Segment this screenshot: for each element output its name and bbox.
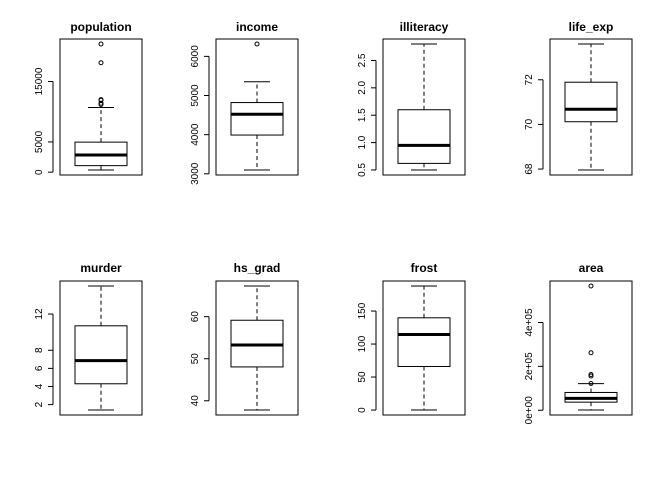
plot-frame: [59, 280, 143, 416]
panel-hs_grad: hs_grad 40 50 60: [190, 261, 299, 416]
y-tick-label: 2.5: [357, 53, 368, 67]
y-tick-label: 12: [34, 308, 45, 320]
y-tick-label: 70: [524, 118, 535, 130]
outlier-point: [254, 41, 260, 47]
y-tick-label: 50: [190, 353, 201, 365]
panel-area: area 0e+00 2e+05 4e+05: [524, 261, 633, 425]
iqr-box: [397, 317, 451, 367]
outlier-point: [98, 60, 104, 66]
y-tick-label: 4: [34, 383, 45, 389]
panel-title: murder: [80, 261, 122, 275]
panel-title: area: [579, 261, 604, 275]
panel-title: population: [70, 20, 131, 34]
y-tick-label: 0e+00: [524, 396, 535, 425]
y-tick-label: 40: [190, 395, 201, 407]
outlier-point: [98, 41, 104, 47]
panel-life_exp: life_exp 68 70 72: [524, 20, 633, 176]
panel-title: life_exp: [569, 20, 614, 34]
y-tick-label: 8: [34, 347, 45, 353]
panel-illiteracy: illiteracy 0.5 1.0 1.5 2.0 2.5: [357, 20, 466, 177]
outlier-point: [588, 350, 594, 356]
y-tick-label: 72: [524, 74, 535, 86]
y-tick-label: 60: [190, 311, 201, 323]
y-tick-label: 15000: [34, 67, 45, 95]
plot-frame: [59, 38, 143, 176]
plot-frame: [382, 38, 466, 176]
y-tick-label: 50: [357, 371, 368, 383]
y-tick-label: 1.5: [357, 108, 368, 122]
y-tick-label: 6000: [190, 45, 201, 68]
plot-frame: [549, 38, 633, 176]
plot-frame: [215, 280, 299, 416]
panel-title: frost: [411, 261, 438, 275]
y-tick-label: 3000: [190, 162, 201, 185]
y-tick-label: 100: [357, 335, 368, 352]
y-tick-label: 4000: [190, 123, 201, 146]
panel-title: income: [236, 20, 278, 34]
outlier-point: [588, 283, 594, 289]
y-tick-label: 0: [34, 169, 45, 175]
y-tick-label: 1.0: [357, 135, 368, 149]
outlier-point: [588, 371, 594, 377]
panel-frost: frost 0 50 100 150: [357, 261, 466, 416]
iqr-box: [74, 325, 128, 385]
y-tick-label: 5000: [34, 130, 45, 153]
outlier-point: [588, 380, 594, 386]
iqr-box: [564, 81, 618, 123]
y-tick-label: 2.0: [357, 80, 368, 94]
panel-title: illiteracy: [400, 20, 449, 34]
y-tick-label: 5000: [190, 84, 201, 107]
plot-frame: [549, 280, 633, 416]
y-tick-label: 2e+05: [524, 352, 535, 381]
panel-title: hs_grad: [234, 261, 281, 275]
y-tick-label: 2: [34, 401, 45, 407]
y-tick-label: 150: [357, 302, 368, 319]
y-tick-label: 6: [34, 365, 45, 371]
iqr-box: [397, 109, 451, 164]
plot-frame: [215, 38, 299, 176]
iqr-box: [230, 102, 284, 136]
y-tick-label: 0.5: [357, 163, 368, 177]
y-tick-label: 0: [357, 407, 368, 413]
plot-frame: [382, 280, 466, 416]
panel-income: income 3000 4000 5000 6000: [190, 20, 299, 185]
panel-population: population 0 5000 15000: [34, 20, 143, 176]
outlier-point: [588, 373, 594, 379]
panel-murder: murder 2 4 6 8 12: [34, 261, 143, 416]
outlier-point: [98, 97, 104, 103]
y-tick-label: 4e+05: [524, 308, 535, 337]
y-tick-label: 68: [524, 163, 535, 175]
